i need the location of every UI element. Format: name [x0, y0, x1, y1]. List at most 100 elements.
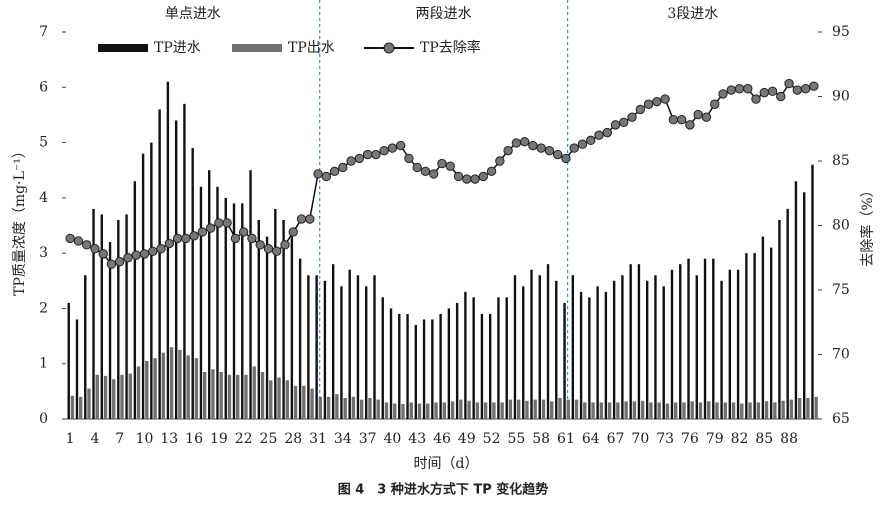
x-tick-label: 37: [359, 431, 377, 447]
bar: [662, 286, 665, 419]
bar: [629, 264, 632, 419]
x-tick-label: 25: [260, 431, 278, 447]
bar: [712, 258, 715, 419]
bar: [78, 396, 83, 419]
removal-point: [197, 227, 208, 237]
removal-point: [404, 153, 414, 164]
x-tick-label: 73: [656, 431, 674, 447]
bar: [95, 374, 99, 419]
x-tick-label: 4: [90, 431, 99, 447]
x-tick-label: 1: [66, 431, 75, 447]
removal-point: [362, 149, 373, 160]
removal-point: [338, 162, 348, 173]
removal-point: [767, 86, 778, 97]
y2-tick-label: 90: [832, 89, 850, 105]
removal-point: [784, 78, 794, 89]
bar: [525, 400, 529, 419]
removal-point: [123, 253, 133, 263]
legend-swatch: [232, 44, 282, 52]
removal-point: [495, 156, 505, 166]
bar: [224, 197, 227, 419]
bar: [351, 396, 356, 419]
bar: [417, 403, 422, 419]
removal-point: [214, 218, 224, 228]
bar: [373, 275, 376, 419]
x-tick-label: 16: [185, 431, 203, 447]
bar: [645, 280, 649, 419]
bar: [439, 313, 442, 419]
removal-point: [288, 227, 298, 237]
bar: [282, 219, 285, 419]
bar: [736, 269, 740, 419]
bar: [133, 181, 137, 419]
bar: [571, 275, 575, 419]
y2-tick-label: 75: [832, 282, 850, 298]
removal-point: [668, 115, 679, 125]
y-tick-label: 2: [39, 300, 48, 316]
removal-point: [255, 240, 265, 250]
bar: [728, 269, 732, 419]
removal-point: [635, 104, 646, 115]
bar: [814, 396, 818, 419]
removal-point: [652, 96, 662, 107]
bar: [434, 402, 438, 419]
bar: [343, 397, 347, 419]
bar: [406, 313, 409, 419]
bar: [161, 352, 166, 419]
removal-point: [272, 246, 282, 257]
bar: [522, 286, 525, 419]
bar: [125, 214, 128, 419]
y-tick-label: 6: [39, 79, 48, 95]
bar: [257, 219, 260, 419]
bar: [92, 208, 95, 419]
removal-point: [544, 145, 555, 156]
bar: [409, 402, 413, 419]
removal-point: [743, 84, 753, 94]
bar: [315, 275, 318, 419]
bar: [202, 372, 207, 419]
bar: [637, 264, 641, 419]
bar: [781, 400, 785, 419]
bar: [331, 264, 335, 419]
removal-point: [354, 153, 365, 164]
bar: [153, 358, 157, 419]
bar: [128, 373, 132, 419]
removal-point: [73, 236, 84, 246]
x-tick-label: 55: [507, 431, 525, 447]
removal-point: [800, 84, 811, 94]
y-tick-label: 1: [39, 356, 48, 372]
removal-point: [181, 233, 191, 244]
bar: [285, 380, 289, 419]
bar: [682, 402, 686, 419]
y2-tick-label: 80: [832, 218, 850, 234]
bar: [103, 375, 108, 419]
removal-point: [594, 130, 604, 140]
bar: [117, 219, 120, 419]
bar: [811, 164, 814, 419]
bar: [340, 286, 343, 419]
y-tick-label: 5: [39, 135, 48, 151]
bar: [508, 399, 513, 419]
x-tick-label: 34: [334, 431, 352, 447]
bar: [356, 275, 360, 419]
bar: [359, 399, 364, 419]
bar: [211, 369, 215, 419]
bar: [87, 388, 91, 419]
bar: [497, 297, 500, 419]
bar: [483, 402, 488, 419]
removal-point: [321, 171, 332, 182]
bar: [191, 148, 194, 419]
bar: [70, 395, 75, 419]
bar: [464, 291, 467, 419]
removal-point: [280, 240, 290, 250]
y2-tick-label: 70: [832, 347, 850, 363]
x-tick-label: 49: [458, 431, 476, 447]
bar: [533, 399, 537, 419]
removal-point: [511, 138, 522, 148]
removal-point: [478, 171, 489, 182]
removal-point: [346, 156, 356, 166]
removal-point: [412, 162, 422, 173]
bar: [516, 399, 521, 419]
x-tick-label: 10: [136, 431, 154, 447]
